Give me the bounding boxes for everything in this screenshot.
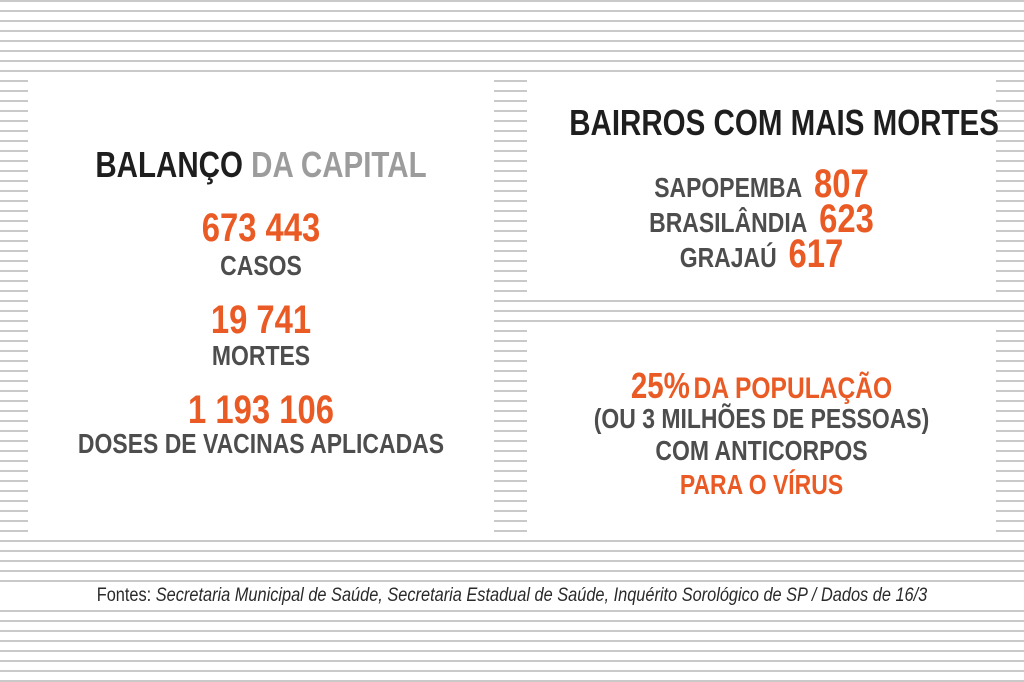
neighborhood-name: BRASILÂNDIA bbox=[649, 207, 808, 238]
antibodies-line-2: (OU 3 MILHÕES DE PESSOAS) bbox=[593, 403, 930, 434]
sources-text: Fontes: Secretaria Municipal de Saúde, S… bbox=[72, 583, 953, 609]
neighborhood-deaths: 617 bbox=[788, 232, 844, 276]
sources-list: Secretaria Municipal de Saúde, Secretari… bbox=[155, 585, 928, 606]
antibodies-line-4: PARA O VÍRUS bbox=[679, 469, 844, 500]
neighborhood-row: BRASILÂNDIA 623 bbox=[569, 197, 954, 242]
neighborhood-row: SAPOPEMBA 807 bbox=[569, 162, 954, 207]
antibodies-percent: 25% bbox=[630, 365, 690, 406]
deaths-label: MORTES bbox=[211, 340, 311, 371]
neighborhood-row: GRAJAÚ 617 bbox=[569, 232, 954, 277]
neighborhood-name: SAPOPEMBA bbox=[654, 172, 803, 203]
neighborhood-name: GRAJAÚ bbox=[679, 242, 777, 273]
neighborhood-deaths: 807 bbox=[814, 162, 869, 206]
city-summary-panel: BALANÇO DA CAPITAL 673 443 CASOS 19 741 … bbox=[28, 76, 494, 533]
title-dark-part: BALANÇO bbox=[95, 144, 243, 185]
antibodies-percent-rest: DA POPULAÇÃO bbox=[693, 372, 893, 405]
cases-value: 673 443 bbox=[201, 206, 321, 250]
sources-prefix: Fontes: bbox=[96, 585, 152, 606]
antibodies-panel: 25% DA POPULAÇÃO (OU 3 MILHÕES DE PESSOA… bbox=[527, 329, 996, 533]
cases-label: CASOS bbox=[220, 250, 302, 281]
neighborhood-deaths: 623 bbox=[819, 197, 874, 241]
top-neighborhoods-panel: BAIRROS COM MAIS MORTES SAPOPEMBA 807 BR… bbox=[527, 76, 999, 294]
antibodies-headline: 25% DA POPULAÇÃO bbox=[569, 365, 954, 407]
neighborhoods-title: BAIRROS COM MAIS MORTES bbox=[569, 102, 999, 143]
deaths-value: 19 741 bbox=[210, 298, 312, 342]
city-summary-title: BALANÇO DA CAPITAL bbox=[70, 144, 452, 186]
title-light-part: DA CAPITAL bbox=[251, 144, 427, 185]
vaccines-label: DOSES DE VACINAS APLICADAS bbox=[77, 428, 445, 459]
vaccines-value: 1 193 106 bbox=[188, 388, 334, 432]
antibodies-line-3: COM ANTICORPOS bbox=[655, 435, 868, 466]
sources-footer: Fontes: Secretaria Municipal de Saúde, S… bbox=[0, 583, 1024, 609]
